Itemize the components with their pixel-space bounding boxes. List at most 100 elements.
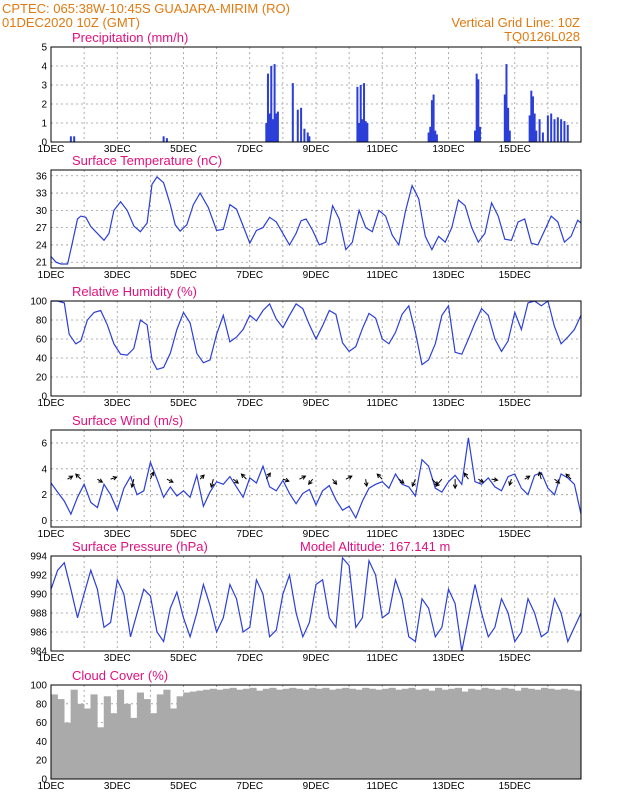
bar [306, 132, 309, 142]
x-tick-label: 1DEC [38, 398, 65, 409]
y-tick-label: 24 [36, 240, 48, 251]
bar [461, 691, 469, 779]
wind-arrow [398, 478, 405, 484]
bar [335, 688, 343, 779]
wind-arrow [376, 473, 383, 480]
wind-arrow-head [266, 472, 271, 478]
x-tick-label: 5DEC [170, 398, 197, 409]
bar [216, 689, 224, 779]
bar [156, 694, 164, 779]
wind-arrow-head [479, 478, 485, 483]
x-tick-label: 5DEC [170, 144, 197, 155]
y-tick-label: 27 [36, 223, 48, 234]
wind-arrow [411, 478, 416, 487]
bar [57, 699, 65, 779]
bar [505, 64, 508, 142]
bar [553, 119, 556, 142]
wind-arrow [149, 471, 154, 480]
bar [430, 100, 433, 142]
bar [534, 689, 542, 779]
bar [265, 123, 268, 142]
bar [435, 134, 438, 142]
y-tick-label: 4 [41, 62, 47, 73]
x-tick-label: 13DEC [432, 270, 464, 281]
wind-arrow-head [308, 480, 313, 485]
bar [276, 111, 279, 142]
wind-arrow [554, 478, 560, 484]
bar [538, 119, 541, 142]
wind-arrow-head [525, 475, 531, 480]
y-tick-label: 0 [41, 392, 47, 403]
bar [521, 687, 529, 779]
bar [441, 689, 449, 779]
wind-arrow-head [565, 473, 571, 479]
x-tick-label: 3DEC [104, 398, 131, 409]
wind-arrow [332, 478, 337, 485]
bar [262, 688, 270, 779]
wind-arrow-head [493, 477, 499, 482]
x-tick-label: 7DEC [236, 529, 263, 540]
x-tick-label: 1DEC [38, 529, 65, 540]
wind-arrow [565, 473, 572, 480]
bar [117, 689, 125, 779]
wind-arrow-head [149, 471, 155, 477]
wind-arrow-head [537, 471, 543, 477]
bar [110, 713, 118, 779]
y-tick-label: 36 [36, 171, 48, 182]
bar [70, 689, 78, 779]
y-tick-label: 2 [41, 490, 47, 501]
bar [481, 687, 489, 779]
wind-arrow-head [200, 474, 205, 480]
y-tick-label: 990 [30, 590, 47, 601]
x-tick-label: 1DEC [38, 270, 65, 281]
x-tick-label: 9DEC [303, 529, 330, 540]
bar [322, 687, 330, 779]
wind-arrow [265, 472, 271, 480]
plot-frame [50, 555, 582, 652]
wind-arrow [110, 476, 117, 480]
bar [97, 727, 105, 779]
wind-arrow-head [98, 478, 104, 483]
bar [165, 138, 168, 142]
bar [428, 690, 436, 779]
bar [123, 703, 131, 779]
y-tick-label: 4 [41, 464, 47, 475]
bar [507, 688, 515, 779]
bar [474, 689, 482, 779]
wind-arrow [131, 479, 135, 488]
y-tick-label: 0 [41, 516, 47, 527]
bar [531, 96, 534, 142]
x-tick-label: 11DEC [367, 653, 399, 664]
y-tick-label: 3 [41, 81, 47, 92]
bar [368, 688, 376, 779]
y-tick-label: 100 [30, 297, 47, 308]
x-tick-label: 13DEC [432, 144, 464, 155]
header-grid-note: Vertical Grid Line: 10Z [451, 15, 580, 30]
y-tick-label: 80 [36, 699, 48, 710]
x-tick-label: 7DEC [236, 781, 263, 792]
x-tick-label: 15DEC [499, 653, 531, 664]
x-tick-label: 5DEC [170, 653, 197, 664]
bar [362, 687, 370, 779]
x-tick-label: 3DEC [104, 144, 131, 155]
bar [163, 689, 171, 779]
wind-arrow-head [168, 478, 174, 483]
panel-cloud: 0 20 40 60 80 100 1DEC 3DEC 5DEC 7DEC 9DEC 11DEC 13D… [30, 668, 582, 792]
x-tick-label: 13DEC [432, 398, 464, 409]
bar [170, 708, 178, 779]
wind-arrow-head [240, 473, 246, 479]
x-tick-label: 9DEC [303, 653, 330, 664]
x-tick-label: 1DEC [38, 781, 65, 792]
bar [528, 115, 531, 142]
panel-annotation: Model Altitude: 167.141 m [300, 539, 450, 554]
bar [358, 123, 361, 142]
x-tick-label: 15DEC [499, 529, 531, 540]
bar [308, 136, 311, 142]
series-line-temp [50, 175, 582, 265]
plot-frame [50, 429, 582, 528]
wind-arrow [299, 475, 306, 480]
bar [50, 694, 58, 779]
bar [282, 688, 290, 779]
